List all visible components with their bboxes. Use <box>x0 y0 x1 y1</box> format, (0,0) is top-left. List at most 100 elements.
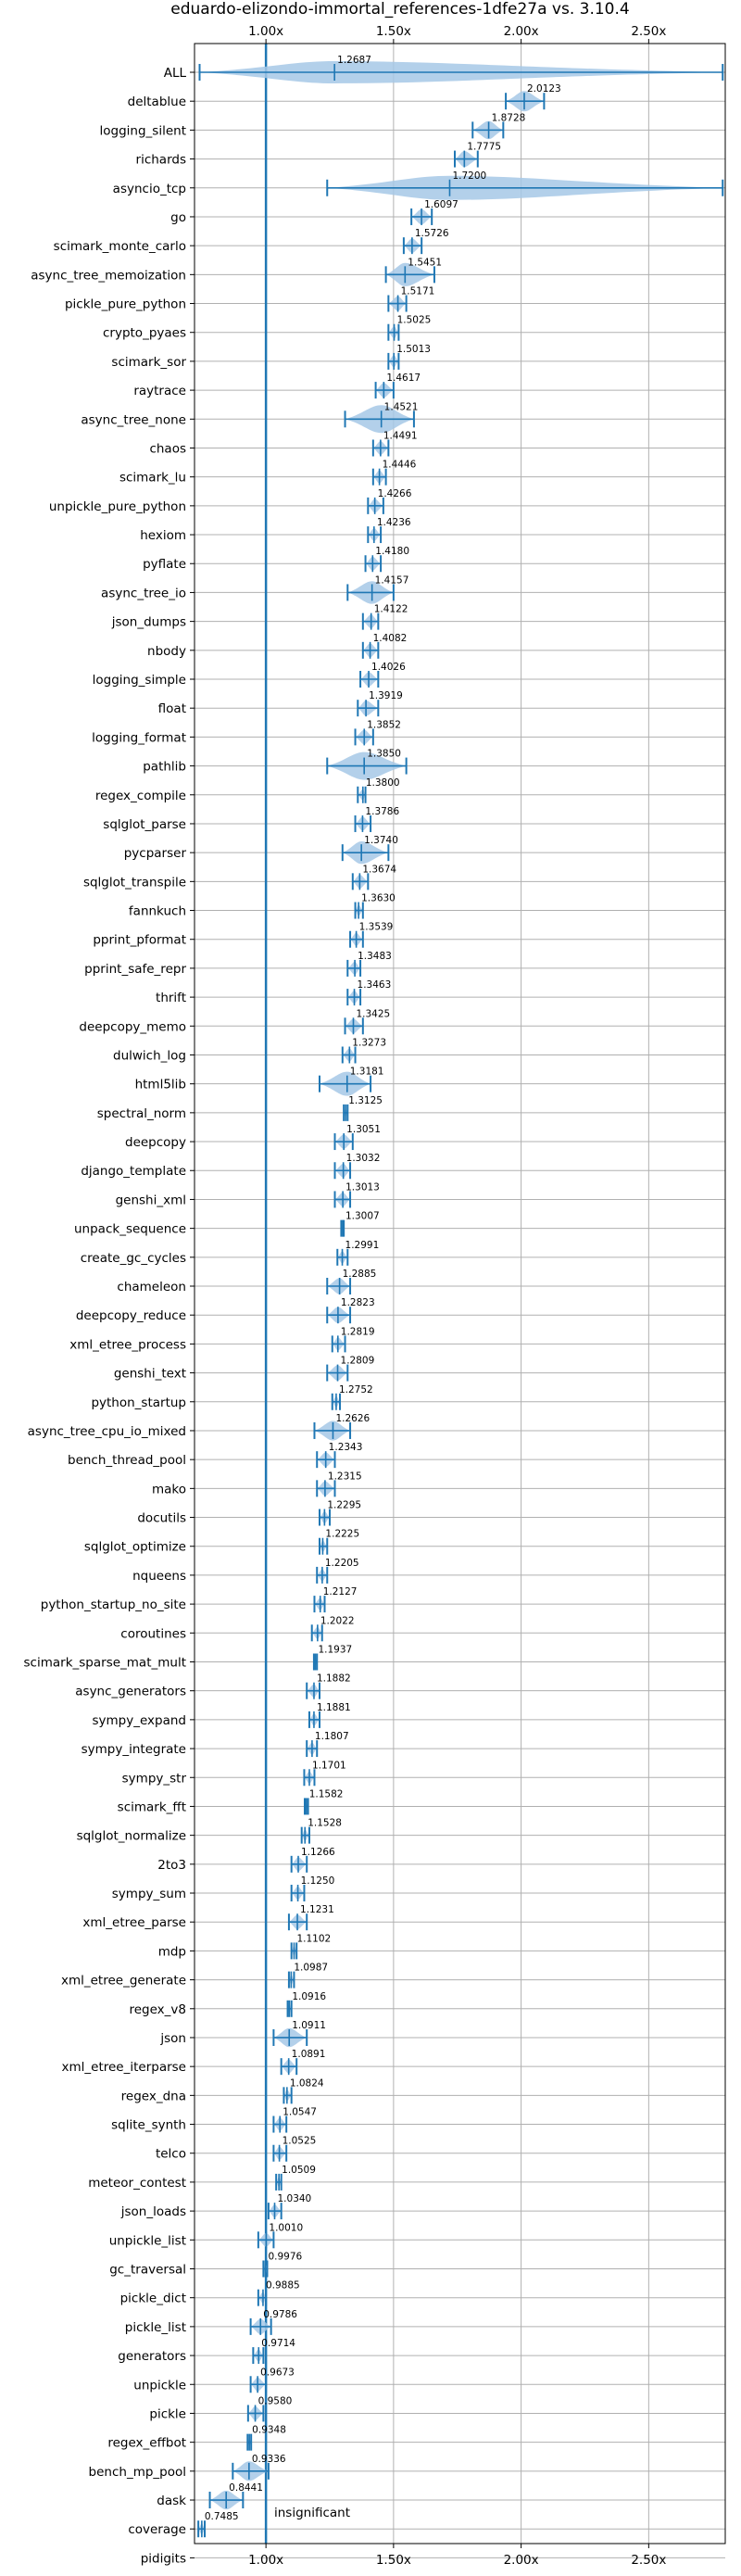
value-label: 1.1701 <box>312 1760 346 1771</box>
value-label: 1.2127 <box>323 1586 358 1597</box>
benchmark-label: sqlite_synth <box>111 2118 186 2133</box>
benchmark-label: sqlglot_parse <box>103 817 186 832</box>
benchmark-label: pidigits <box>141 2551 186 2566</box>
benchmark-label: genshi_xml <box>116 1193 186 1207</box>
value-label: 1.1881 <box>317 1702 351 1713</box>
benchmark-label: genshi_text <box>114 1367 186 1382</box>
benchmark-label: scimark_fft <box>118 1799 186 1814</box>
value-label: 1.2885 <box>343 1269 377 1280</box>
value-label: 1.3007 <box>345 1211 380 1222</box>
value-label: 1.4026 <box>371 662 406 673</box>
benchmark-label: json_loads <box>120 2204 186 2219</box>
benchmark-label: 2to3 <box>157 1858 186 1873</box>
value-label: 1.8728 <box>492 112 526 123</box>
value-label: 0.9885 <box>266 2280 300 2292</box>
benchmark-label: fannkuch <box>129 904 186 919</box>
value-label: 1.5726 <box>415 228 449 239</box>
benchmark-label: bench_thread_pool <box>68 1453 186 1468</box>
benchmark-label: nbody <box>147 644 186 659</box>
value-label: 1.2752 <box>339 1384 373 1395</box>
value-label: 1.3425 <box>356 1008 390 1019</box>
value-label: 1.3013 <box>345 1181 380 1193</box>
value-label: 1.1882 <box>317 1673 351 1685</box>
value-label: 1.1231 <box>300 1904 334 1915</box>
value-label: 1.3539 <box>359 922 394 933</box>
benchmark-label: pickle <box>149 2406 186 2421</box>
value-labels: 1.2687 2.0123 1.8728 1.7775 1.7200 1.6097 1.57… <box>205 55 561 2522</box>
benchmark-label: chaos <box>149 441 186 456</box>
benchmark-label: docutils <box>137 1511 186 1526</box>
value-label: 1.5171 <box>401 286 435 297</box>
value-label: 1.1528 <box>308 1818 342 1829</box>
benchmark-label: async_tree_none <box>81 412 186 427</box>
benchmark-label: sympy_str <box>122 1771 187 1786</box>
benchmark-label: mdp <box>158 1944 186 1959</box>
benchmark-label: create_gc_cycles <box>81 1251 186 1266</box>
value-label: 1.3181 <box>350 1067 384 1078</box>
value-label: 1.3850 <box>367 749 401 760</box>
benchmark-label: deltablue <box>128 95 186 109</box>
value-label: 1.5013 <box>396 344 431 355</box>
value-label: 1.3852 <box>367 719 401 730</box>
benchmark-label: telco <box>156 2147 186 2162</box>
benchmark-label: bench_mp_pool <box>89 2465 186 2480</box>
value-label: 1.0340 <box>278 2193 312 2204</box>
benchmark-label: xml_etree_generate <box>61 1974 186 1989</box>
value-label: 1.3483 <box>358 951 392 962</box>
axes: 1.00x 1.00x 1.50x 1.50x 2.00x 2.00x 2.50x 2.50x <box>190 24 726 2568</box>
bottom-tick-label: 2.50x <box>631 2553 666 2568</box>
benchmark-label: unpickle_list <box>109 2233 186 2248</box>
benchmark-label: deepcopy <box>125 1135 186 1150</box>
benchmark-label: xml_etree_parse <box>82 1915 186 1930</box>
benchmark-label: sympy_expand <box>92 1713 186 1728</box>
benchmark-label: deepcopy_memo <box>79 1019 186 1034</box>
benchmark-label: json_dumps <box>111 615 186 630</box>
value-label: 1.4157 <box>375 575 409 586</box>
benchmark-label: deepcopy_reduce <box>76 1308 186 1323</box>
benchmark-label: richards <box>136 153 186 168</box>
value-label: 1.4266 <box>378 488 412 499</box>
value-label: 2.0123 <box>527 83 561 95</box>
benchmark-label: scimark_monte_carlo <box>54 239 186 254</box>
grid <box>195 44 725 2558</box>
benchmark-label: async_tree_cpu_io_mixed <box>28 1424 186 1439</box>
value-label: 0.9336 <box>252 2454 286 2465</box>
value-label: 1.3032 <box>346 1153 381 1164</box>
value-label: 1.1266 <box>301 1847 335 1858</box>
value-label: 0.7485 <box>205 2511 239 2522</box>
benchmark-label: regex_compile <box>95 789 186 803</box>
value-label: 1.3051 <box>346 1124 381 1135</box>
value-label: 0.9348 <box>252 2425 286 2436</box>
benchmark-label: sympy_integrate <box>82 1742 186 1757</box>
benchmark-label: gc_traversal <box>109 2262 186 2277</box>
benchmark-marks <box>197 61 724 2538</box>
benchmark-label: pprint_pformat <box>93 933 186 948</box>
value-label: 1.4082 <box>373 633 408 644</box>
benchmark-label: pyflate <box>143 557 186 572</box>
benchmark-label: python_startup_no_site <box>41 1597 186 1612</box>
value-label: 0.9714 <box>261 2338 295 2349</box>
bottom-tick-label: 1.00x <box>248 2553 283 2568</box>
benchmark-label: nqueens <box>132 1569 186 1584</box>
value-label: 1.2225 <box>325 1529 359 1540</box>
value-label: 1.3630 <box>361 893 396 904</box>
value-label: 1.4180 <box>375 546 409 557</box>
value-label: 1.4446 <box>383 460 417 471</box>
benchmark-label: go <box>170 210 186 225</box>
top-tick-label: 1.50x <box>376 24 411 39</box>
benchmark-label: pprint_safe_repr <box>84 962 186 977</box>
bottom-tick-label: 2.00x <box>504 2553 539 2568</box>
value-label: 1.0824 <box>290 2077 324 2089</box>
benchmark-label: raytrace <box>133 384 186 398</box>
benchmark-label: pathlib <box>143 760 186 775</box>
benchmark-label: pickle_pure_python <box>65 297 186 312</box>
benchmark-label: chameleon <box>117 1280 186 1294</box>
benchmark-label: coverage <box>128 2522 186 2537</box>
benchmark-label: spectral_norm <box>97 1106 186 1121</box>
value-label: 1.2626 <box>335 1413 370 1424</box>
benchmark-label: mako <box>152 1482 186 1496</box>
value-label: 1.1937 <box>318 1644 352 1655</box>
value-label: 1.4521 <box>384 401 419 412</box>
value-label: 1.7775 <box>467 142 501 153</box>
value-label: 1.4617 <box>386 373 421 384</box>
